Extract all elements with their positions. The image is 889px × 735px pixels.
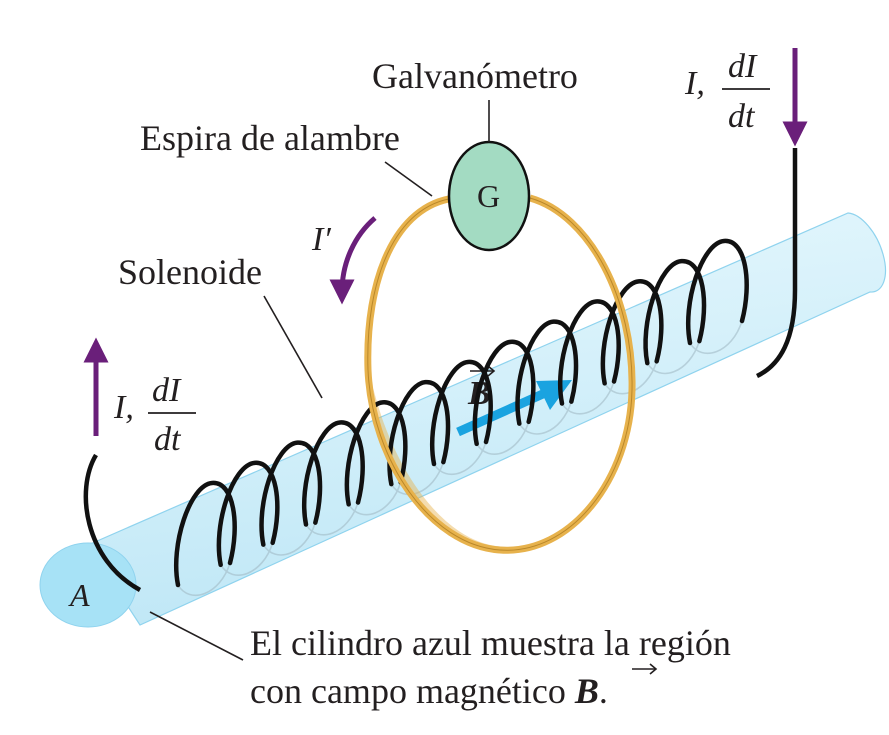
current-left-denominator: dt xyxy=(154,421,182,458)
solenoid-leader xyxy=(263,295,323,399)
caption-line-1: El cilindro azul muestra la región xyxy=(250,623,731,663)
caption-leader xyxy=(149,611,244,661)
current-right-denominator: dt xyxy=(728,98,756,135)
solenoid-turn xyxy=(173,480,237,588)
solenoid-turn xyxy=(344,400,408,507)
current-left-numerator: dI xyxy=(152,372,182,409)
solenoid-coil-front xyxy=(173,238,749,588)
galvanometer-symbol: G xyxy=(477,178,500,214)
solenoid-turn xyxy=(515,319,579,426)
current-right-symbol: I, xyxy=(684,65,705,102)
solenoid-turn xyxy=(429,359,493,467)
coil-lead-left xyxy=(83,453,142,592)
solenoid-turn xyxy=(557,299,621,406)
caption-line-2-suffix: . xyxy=(599,671,608,711)
caption-vector-overarrow xyxy=(632,663,658,675)
loop-leader xyxy=(384,161,433,197)
current-left-symbol: I, xyxy=(113,389,134,426)
solenoid-turn xyxy=(387,379,451,487)
solenoid-turn xyxy=(472,339,536,447)
current-label-right: I, dI dt xyxy=(684,48,770,135)
galvanometer-label: Galvanómetro xyxy=(372,56,578,96)
induced-current-label: I′ xyxy=(311,221,331,258)
solenoid-turn xyxy=(216,460,280,568)
caption-vector: B xyxy=(574,671,599,711)
solenoid-turn xyxy=(643,258,707,366)
solenoid-turn xyxy=(685,238,749,346)
caption-line-2: con campo magnético B. xyxy=(250,671,608,711)
coil-lead-right xyxy=(755,148,798,379)
caption-line-2-prefix: con campo magnético xyxy=(250,671,575,711)
solenoid-label: Solenoide xyxy=(118,252,262,292)
cylinder-end-label: A xyxy=(68,577,90,613)
field-arrow xyxy=(456,380,572,437)
solenoid-turn xyxy=(600,279,664,386)
current-right-numerator: dI xyxy=(728,48,758,85)
solenoid-turn-back xyxy=(689,320,743,354)
solenoid-turn xyxy=(301,420,365,527)
current-label-left: I, dI dt xyxy=(113,372,196,458)
wire-loop-edge xyxy=(367,197,633,551)
loop-label: Espira de alambre xyxy=(140,118,400,158)
induced-current-arrow xyxy=(329,216,377,305)
solenoid-turn xyxy=(259,440,323,547)
